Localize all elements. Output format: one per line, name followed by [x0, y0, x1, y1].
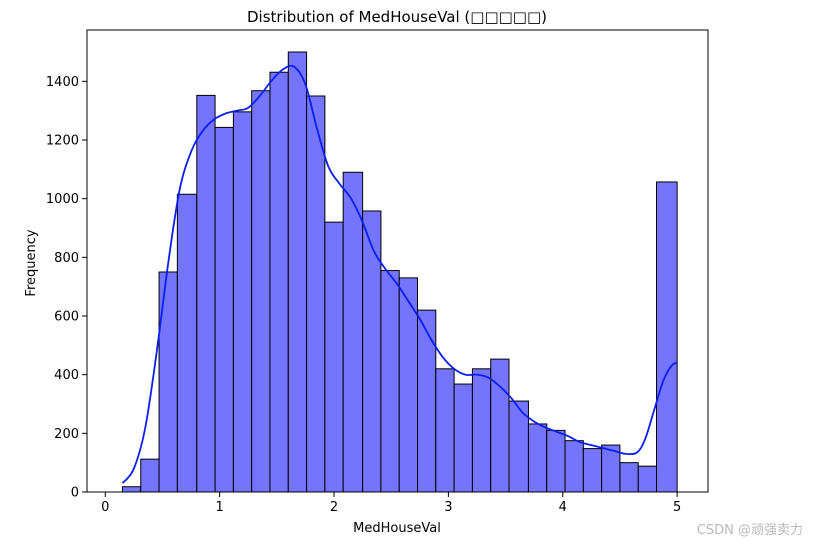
plot-frame: [86, 29, 709, 493]
histogram-bar: [417, 309, 437, 493]
y-tick-label: 1200: [46, 134, 79, 149]
histogram-bar: [287, 51, 308, 493]
histogram-bar: [251, 90, 271, 493]
histogram-bar: [342, 171, 364, 493]
x-axis-ticks: 0 1 2 3 4 5: [101, 492, 681, 515]
histogram-bar: [324, 221, 344, 493]
histogram-bar: [306, 95, 326, 493]
histogram-bar: [527, 423, 548, 493]
x-axis-label: MedHouseVal: [353, 521, 441, 536]
histogram-bar: [490, 358, 510, 493]
y-tick-label: 800: [54, 251, 79, 266]
y-tick-label: 400: [54, 368, 79, 383]
histogram-bar: [471, 368, 492, 493]
histogram-bar: [564, 440, 584, 493]
x-tick-label: 2: [330, 500, 338, 515]
histogram-bar: [637, 465, 658, 493]
x-tick-label: 4: [559, 500, 567, 515]
watermark-text: CSDN @顽强卖力: [697, 523, 803, 538]
x-tick-label: 3: [444, 500, 452, 515]
histogram-bar: [140, 458, 160, 493]
histogram-bar: [232, 111, 253, 493]
histogram-bar: [158, 271, 178, 493]
y-tick-label: 0: [71, 486, 79, 501]
histogram-bar: [582, 448, 603, 493]
y-axis-ticks: 0 200 400 600 800 1000 1200 1400: [46, 75, 87, 501]
histogram-bar: [214, 126, 234, 493]
histogram-bar: [121, 486, 142, 493]
y-tick-label: 1000: [46, 192, 79, 207]
histogram-bar: [380, 270, 400, 493]
histogram-bar: [546, 429, 566, 493]
histogram-bars: [121, 51, 678, 493]
histogram-bar: [269, 71, 289, 493]
y-axis-label: Frequency: [24, 229, 39, 296]
histogram-bar: [362, 210, 382, 493]
x-tick-label: 1: [216, 500, 224, 515]
histogram-bar: [435, 368, 455, 493]
histogram-bar: [453, 383, 473, 493]
histogram-bar: [196, 94, 216, 493]
y-tick-label: 600: [54, 310, 79, 325]
x-tick-label: 0: [101, 500, 109, 515]
chart-title: Distribution of MedHouseVal (□□□□□): [247, 8, 547, 26]
x-tick-label: 5: [673, 500, 681, 515]
histogram-bar: [176, 193, 198, 493]
histogram-bar: [656, 181, 678, 493]
y-tick-label: 1400: [46, 75, 79, 90]
y-tick-label: 200: [54, 427, 79, 442]
histogram-bar: [619, 462, 639, 493]
kde-curve: [121, 64, 678, 484]
